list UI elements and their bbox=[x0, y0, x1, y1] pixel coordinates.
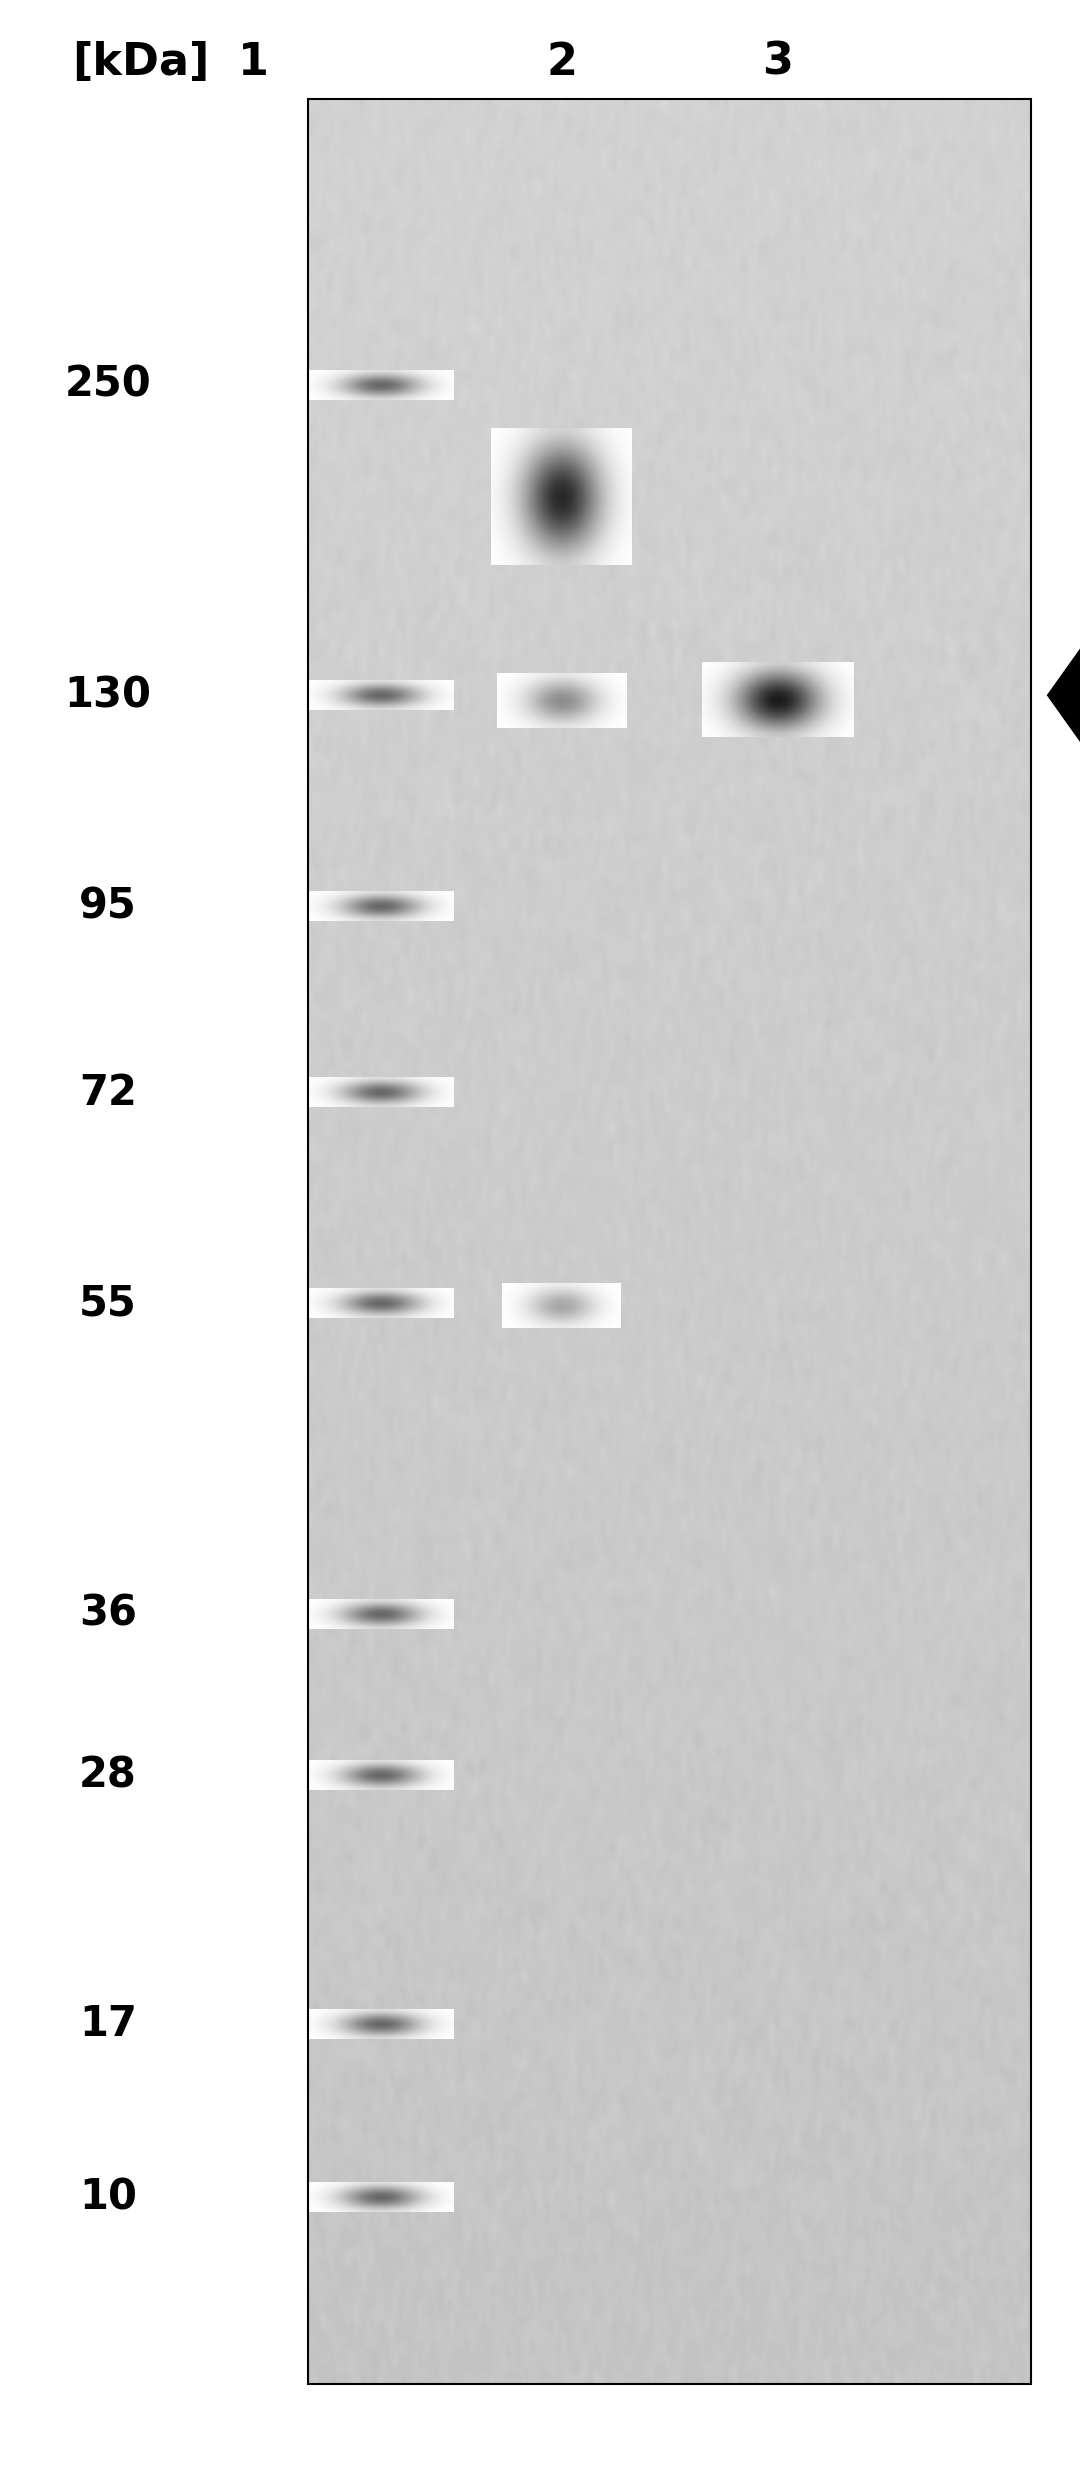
Text: 55: 55 bbox=[79, 1284, 137, 1323]
Text: 72: 72 bbox=[79, 1073, 137, 1112]
Polygon shape bbox=[1048, 633, 1080, 757]
Text: 17: 17 bbox=[79, 2004, 137, 2044]
Text: 1: 1 bbox=[239, 40, 269, 84]
Text: 130: 130 bbox=[65, 675, 151, 715]
Text: 10: 10 bbox=[79, 2178, 137, 2217]
Text: 36: 36 bbox=[79, 1594, 137, 1634]
Text: 28: 28 bbox=[79, 1755, 137, 1795]
Text: 95: 95 bbox=[79, 886, 137, 926]
Text: [kDa]: [kDa] bbox=[71, 40, 210, 84]
Text: 2: 2 bbox=[546, 40, 577, 84]
Text: 250: 250 bbox=[65, 365, 151, 405]
Text: 3: 3 bbox=[762, 40, 793, 84]
